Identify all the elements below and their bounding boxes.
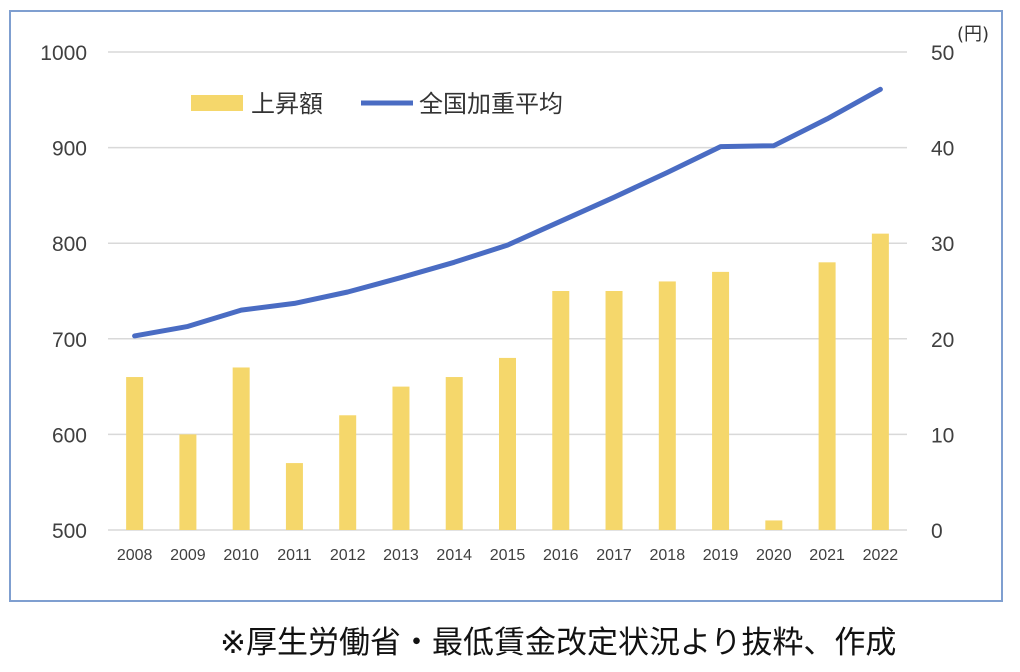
bar	[445, 377, 463, 530]
x-tick-label: 2014	[436, 547, 472, 564]
x-tick-label: 2013	[383, 547, 419, 564]
right-tick-label: 0	[931, 520, 943, 543]
x-tick-label: 2020	[756, 547, 792, 564]
bar	[339, 415, 357, 530]
x-tick-label: 2018	[650, 547, 686, 564]
bar	[232, 367, 250, 530]
bar	[552, 291, 570, 530]
x-tick-label: 2011	[277, 547, 312, 564]
left-tick-label: 500	[52, 520, 87, 543]
left-tick-label: 900	[52, 138, 87, 161]
x-tick-label: 2010	[223, 547, 259, 564]
right-axis-unit: (円)	[957, 24, 989, 45]
bar	[499, 357, 516, 530]
legend-swatch-bar	[191, 95, 243, 111]
right-tick-label: 50	[931, 42, 954, 65]
bar	[126, 377, 144, 530]
left-tick-label: 700	[52, 329, 87, 352]
x-axis-ticks: 2008 2009 2010 2011 2012 2013 2014 2015 2016 2017…	[117, 547, 898, 564]
x-tick-label: 2009	[170, 547, 206, 564]
left-tick-label: 600	[52, 424, 87, 447]
bar	[285, 463, 303, 530]
x-tick-label: 2012	[330, 547, 366, 564]
bar	[392, 386, 410, 530]
x-tick-label: 2016	[543, 547, 579, 564]
legend: 上昇額 全国加重平均	[191, 90, 563, 118]
chart-svg: 500 600 700 800 900 1000 0 10 20 30 40 50 2008 2009…	[40, 24, 989, 564]
bar	[179, 434, 197, 530]
x-tick-label: 2022	[863, 547, 899, 564]
bar	[712, 271, 730, 530]
chart-frame: 500 600 700 800 900 1000 0 10 20 30 40 50 2008 2009…	[9, 10, 1003, 602]
right-tick-label: 20	[931, 329, 954, 352]
x-tick-label: 2008	[117, 547, 153, 564]
bar	[658, 281, 676, 530]
x-tick-label: 2021	[809, 547, 845, 564]
bar	[871, 233, 889, 530]
right-tick-label: 10	[931, 424, 954, 447]
series-line	[132, 86, 883, 339]
bar	[765, 520, 783, 530]
right-axis-ticks: 0 10 20 30 40 50	[931, 42, 954, 543]
bar	[605, 291, 623, 530]
left-tick-label: 1000	[40, 42, 87, 65]
source-note: ※厚生労働省・最低賃金改定状況より抜粋、作成	[220, 625, 897, 661]
line-series	[132, 86, 883, 339]
left-tick-label: 800	[52, 233, 87, 256]
legend-label-bar: 上昇額	[251, 90, 323, 118]
right-tick-label: 40	[931, 138, 954, 161]
x-tick-label: 2017	[596, 547, 632, 564]
bar	[818, 262, 836, 530]
left-axis-ticks: 500 600 700 800 900 1000	[40, 42, 87, 543]
right-tick-label: 30	[931, 233, 954, 256]
x-tick-label: 2019	[703, 547, 739, 564]
x-tick-label: 2015	[490, 547, 526, 564]
legend-label-line: 全国加重平均	[419, 90, 563, 118]
bar-series	[126, 233, 889, 530]
